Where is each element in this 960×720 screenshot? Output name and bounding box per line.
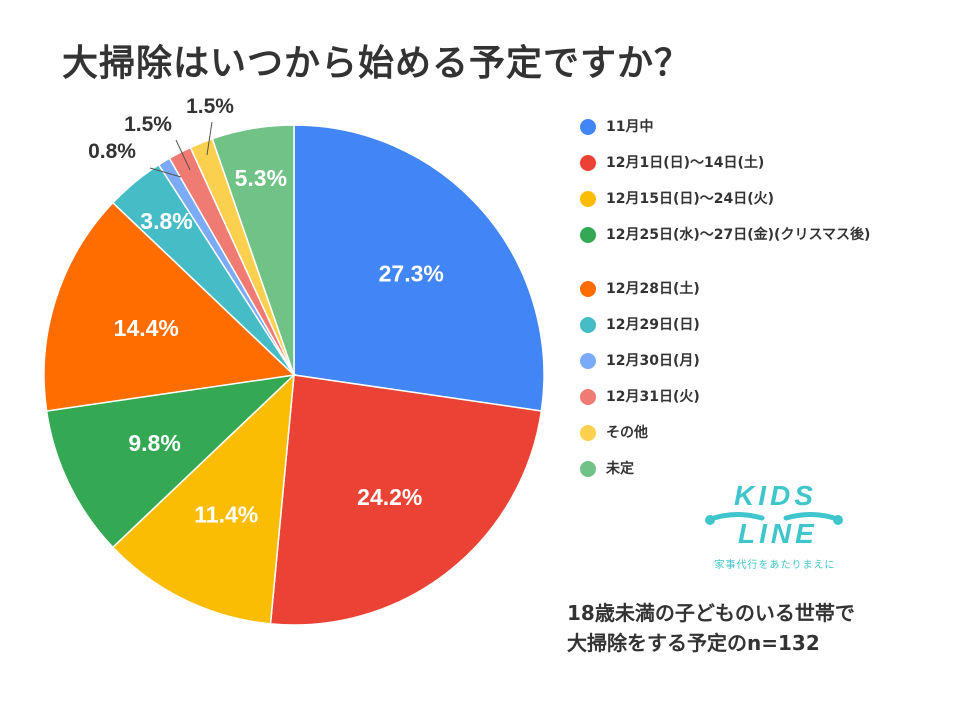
legend-item-1: 11月中 — [580, 118, 906, 136]
legend-label-9: その他 — [606, 425, 648, 441]
slice-label-5: 14.4% — [114, 315, 179, 341]
legend-swatch-3 — [580, 191, 596, 207]
slice-label-2: 24.2% — [357, 484, 422, 510]
legend-label-2: 12月1日(日)〜14日(土) — [606, 155, 765, 171]
leader-line-9 — [206, 121, 213, 156]
legend-swatch-5 — [580, 281, 596, 297]
logo-word-kids: KIDS — [734, 480, 817, 511]
legend-swatch-8 — [580, 389, 596, 405]
legend-label-5: 12月28日(土) — [606, 281, 700, 297]
legend-item-6: 12月29日(日) — [580, 316, 906, 334]
slice-label-8: 1.5% — [124, 113, 172, 136]
legend-label-8: 12月31日(火) — [606, 389, 700, 405]
legend-label-10: 未定 — [606, 461, 634, 477]
kidsline-logo: KIDS LINE 家事代行をあたりまえに — [704, 480, 844, 571]
legend-item-7: 12月30日(月) — [580, 352, 906, 370]
slice-label-3: 11.4% — [194, 501, 258, 527]
legend-label-1: 11月中 — [606, 119, 654, 135]
sample-note: 18歳未満の子どものいる世帯で 大掃除をする予定のn=132 — [567, 598, 855, 658]
legend-item-4: 12月25日(水)〜27日(金)(クリスマス後) — [580, 226, 906, 244]
legend-label-3: 12月15日(日)〜24日(火) — [606, 191, 775, 207]
note-line-2: 大掃除をする予定のn=132 — [567, 631, 820, 655]
legend-label-7: 12月30日(月) — [606, 353, 700, 369]
pie-slice-10 — [211, 124, 295, 376]
slice-label-7: 0.8% — [88, 140, 136, 163]
legend-item-3: 12月15日(日)〜24日(火) — [580, 190, 906, 208]
slice-label-9: 1.5% — [186, 95, 234, 118]
legend-label-4: 12月25日(水)〜27日(金)(クリスマス後) — [606, 227, 871, 243]
legend-item-8: 12月31日(火) — [580, 388, 906, 406]
logo-word-line: LINE — [738, 518, 818, 549]
logo-subtitle: 家事代行をあたりまえに — [714, 560, 836, 571]
slice-label-4: 9.8% — [128, 430, 180, 456]
leader-line-7 — [149, 167, 182, 178]
pie-slice-4 — [45, 373, 297, 549]
legend-item-2: 12月1日(日)〜14日(土) — [580, 154, 906, 172]
pie-slice-2 — [269, 374, 543, 626]
pie-slice-5 — [43, 201, 296, 412]
legend-item-10: 未定 — [580, 460, 906, 478]
slice-label-6: 3.8% — [140, 208, 192, 234]
pie-slice-1 — [293, 124, 545, 412]
legend-swatch-10 — [580, 461, 596, 477]
pie-slice-3 — [111, 373, 295, 625]
legend-swatch-6 — [580, 317, 596, 333]
note-line-1: 18歳未満の子どものいる世帯で — [567, 601, 855, 625]
logo-arms-icon — [705, 512, 843, 525]
legend-swatch-1 — [580, 119, 596, 135]
legend-item-9: その他 — [580, 424, 906, 442]
legend-item-5: 12月28日(土) — [580, 280, 906, 298]
slice-label-10: 5.3% — [235, 165, 287, 191]
legend-label-6: 12月29日(日) — [606, 317, 700, 333]
legend-swatch-9 — [580, 425, 596, 441]
legend-swatch-4 — [580, 227, 596, 243]
slice-label-1: 27.3% — [379, 261, 444, 287]
chart-title: 大掃除はいつから始める予定ですか？ — [62, 43, 692, 84]
legend-swatch-7 — [580, 353, 596, 369]
legend-swatch-2 — [580, 155, 596, 171]
leader-line-8 — [175, 139, 191, 171]
